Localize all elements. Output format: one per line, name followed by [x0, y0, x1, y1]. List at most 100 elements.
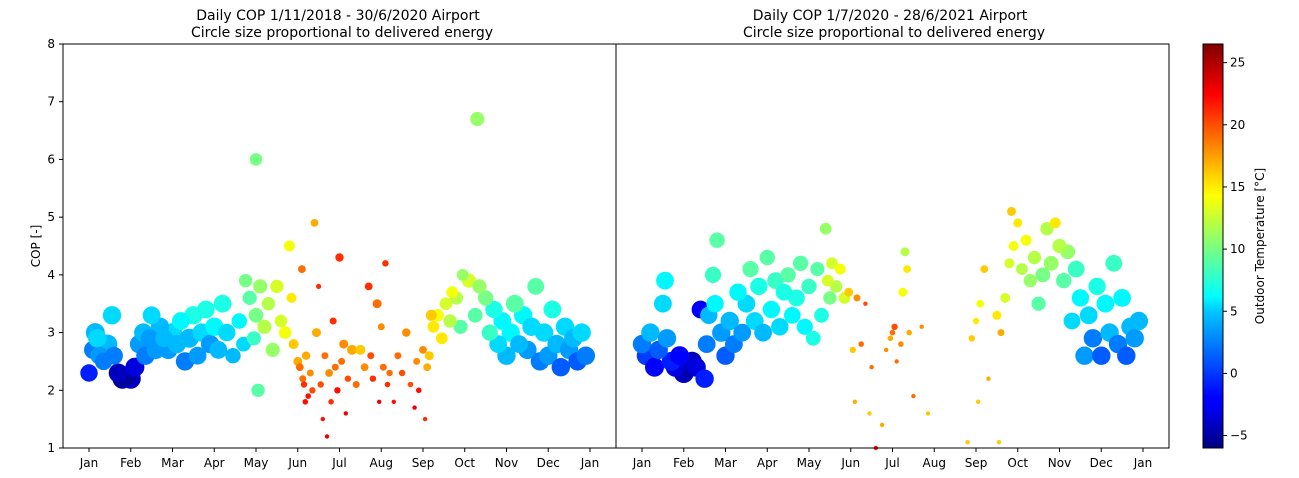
- data-point: [771, 318, 789, 336]
- data-point: [814, 307, 829, 323]
- data-point: [704, 266, 722, 283]
- data-point: [759, 249, 775, 266]
- data-point: [1125, 329, 1144, 348]
- data-point: [320, 416, 325, 422]
- colorbar-tick-label: 25: [1230, 56, 1245, 70]
- data-point: [796, 318, 813, 335]
- data-point: [879, 422, 885, 428]
- data-point: [142, 306, 161, 325]
- data-point: [1056, 272, 1072, 289]
- data-point: [1013, 218, 1023, 228]
- data-point: [302, 399, 309, 405]
- data-point: [467, 307, 483, 323]
- data-point: [1031, 296, 1046, 311]
- data-point: [706, 295, 724, 313]
- data-point: [1067, 260, 1085, 278]
- x-tick-label: Nov: [1048, 456, 1071, 470]
- data-point: [242, 290, 257, 305]
- data-point: [299, 375, 307, 383]
- data-point: [1052, 238, 1067, 254]
- data-point: [316, 283, 322, 289]
- x-tick-label: Feb: [673, 456, 694, 470]
- data-point: [416, 387, 422, 394]
- data-point: [767, 272, 784, 289]
- x-tick-label: Jan: [632, 456, 652, 470]
- right-title-line2: Circle size proportional to delivered en…: [743, 25, 1045, 41]
- data-point: [413, 357, 421, 365]
- data-point: [1043, 255, 1059, 271]
- colorbar: [1202, 43, 1224, 449]
- data-point: [576, 346, 595, 365]
- data-point: [976, 299, 985, 308]
- data-point: [733, 323, 752, 342]
- data-point: [1083, 329, 1103, 348]
- data-point: [246, 331, 261, 346]
- data-point: [1071, 289, 1090, 307]
- data-point: [364, 282, 373, 291]
- data-point: [834, 263, 846, 275]
- data-point: [821, 274, 834, 287]
- data-point: [980, 265, 989, 273]
- data-point: [543, 300, 562, 319]
- data-point: [295, 363, 304, 372]
- data-point: [108, 363, 128, 383]
- data-point: [965, 440, 970, 445]
- x-tick-label: Sep: [965, 456, 988, 470]
- data-point: [225, 348, 241, 364]
- data-point: [372, 299, 382, 309]
- data-point: [1079, 306, 1098, 325]
- data-point: [1129, 311, 1149, 331]
- data-point: [889, 329, 896, 336]
- data-point: [819, 222, 832, 235]
- x-tick-label: Jul: [331, 456, 346, 470]
- data-point: [331, 363, 339, 371]
- data-point: [360, 363, 369, 372]
- data-point: [972, 317, 980, 325]
- data-point: [335, 253, 344, 262]
- data-point: [695, 369, 714, 388]
- data-point: [398, 369, 406, 377]
- x-tick-label: Nov: [495, 456, 518, 470]
- data-point: [968, 335, 975, 342]
- data-point: [218, 323, 236, 342]
- data-point: [456, 269, 469, 281]
- data-point: [481, 324, 498, 341]
- data-point: [505, 294, 524, 313]
- data-point: [278, 326, 292, 339]
- data-point: [898, 341, 904, 347]
- data-point: [253, 279, 268, 294]
- x-tick-label: May: [244, 456, 269, 470]
- data-point: [823, 291, 837, 305]
- data-point: [283, 240, 295, 252]
- data-point: [670, 346, 690, 366]
- data-point: [321, 352, 329, 360]
- data-point: [1092, 346, 1111, 365]
- data-point: [213, 294, 232, 313]
- data-point: [102, 306, 122, 325]
- x-tick-label: Jan: [79, 456, 99, 470]
- data-point: [265, 342, 280, 357]
- data-point: [407, 381, 414, 388]
- y-tick-label: 4: [47, 268, 55, 282]
- x-tick-label: Aug: [370, 456, 393, 470]
- data-point: [849, 346, 856, 354]
- data-point: [720, 311, 739, 331]
- data-point: [992, 310, 1002, 320]
- data-point: [853, 294, 861, 302]
- data-point: [1096, 294, 1115, 313]
- data-point: [338, 357, 346, 365]
- left-scatter: [80, 111, 595, 439]
- data-point: [343, 411, 348, 416]
- data-point: [887, 335, 894, 342]
- data-point: [1027, 250, 1042, 265]
- data-point: [510, 335, 528, 353]
- data-point: [775, 283, 793, 301]
- data-point: [470, 111, 485, 127]
- data-point: [238, 273, 253, 288]
- data-point: [657, 329, 677, 348]
- left-title-line1: Daily COP 1/11/2018 - 30/6/2020 Airport: [196, 8, 480, 24]
- x-tick-label: May: [797, 456, 822, 470]
- data-point: [527, 278, 545, 295]
- data-point: [88, 329, 107, 348]
- data-point: [80, 364, 98, 382]
